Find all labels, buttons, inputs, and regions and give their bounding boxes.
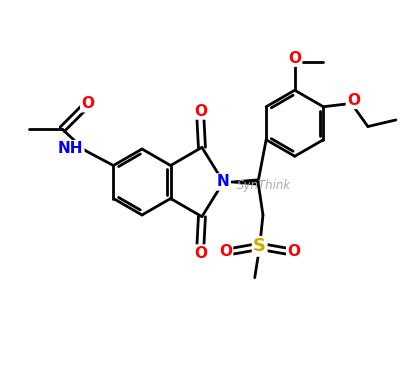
Text: N: N xyxy=(217,174,230,189)
Text: O: O xyxy=(194,104,207,119)
Text: O: O xyxy=(81,96,94,111)
Text: NH: NH xyxy=(58,141,83,156)
Text: O: O xyxy=(219,244,232,259)
Text: O: O xyxy=(288,51,301,66)
Text: S: S xyxy=(253,237,266,255)
Text: SynThink: SynThink xyxy=(237,179,291,192)
Polygon shape xyxy=(224,179,257,185)
Text: O: O xyxy=(287,244,300,259)
Text: O: O xyxy=(194,245,207,260)
Text: O: O xyxy=(347,93,360,108)
